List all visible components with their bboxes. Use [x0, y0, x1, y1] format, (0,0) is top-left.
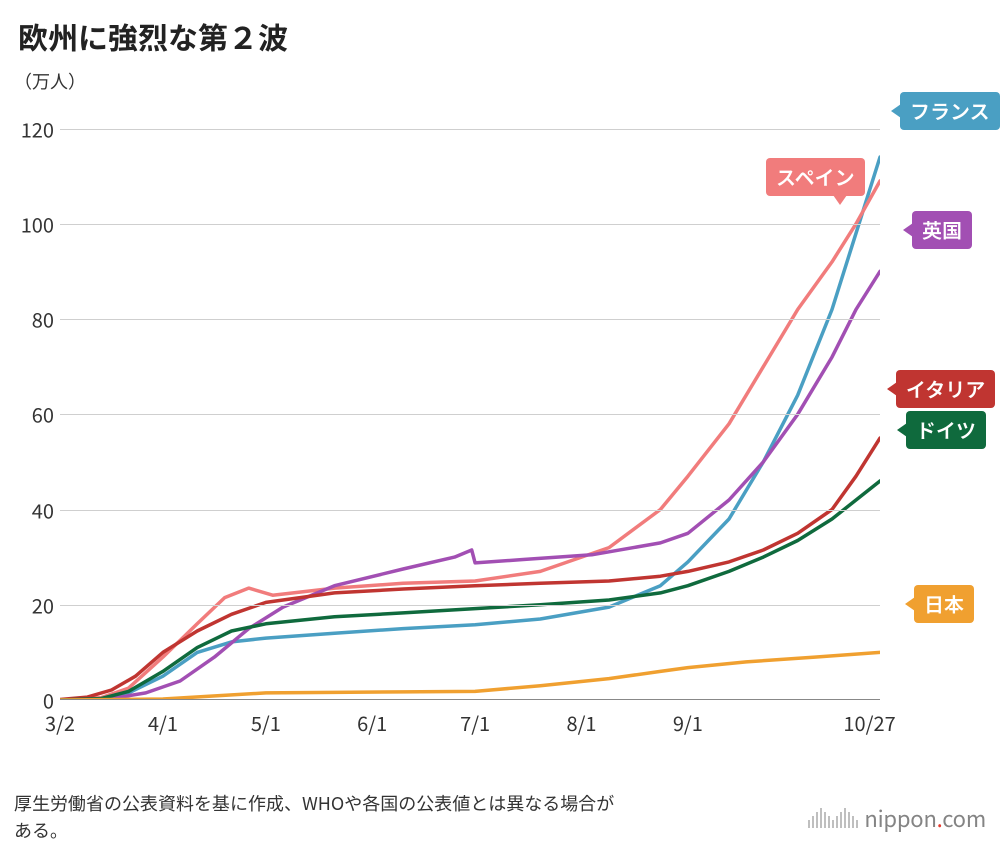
gridline	[60, 224, 880, 225]
series-label: イタリア	[896, 370, 995, 408]
y-tick-label: 80	[14, 305, 54, 334]
series-label: ドイツ	[906, 411, 986, 449]
logo-name: nippon	[864, 802, 936, 834]
plot-area	[60, 100, 880, 700]
x-tick-label: 10/27	[843, 708, 895, 737]
footnote: 厚生労働省の公表資料を基に作成、WHOや各国の公表値とは異なる場合がある。	[14, 790, 629, 844]
chart-svg	[60, 100, 880, 700]
x-tick-label: 8/1	[566, 708, 596, 737]
logo-text: nippon.com	[864, 802, 986, 834]
series-line	[60, 157, 880, 700]
site-logo: nippon.com	[808, 802, 986, 834]
logo-bars-icon	[808, 808, 858, 828]
x-tick-label: 3/2	[45, 708, 75, 737]
series-line	[60, 181, 880, 700]
series-label: 日本	[914, 585, 974, 623]
y-tick-label: 40	[14, 495, 54, 524]
logo-suffix: com	[942, 802, 986, 834]
x-tick-label: 4/1	[148, 708, 178, 737]
y-tick-label: 20	[14, 590, 54, 619]
series-line	[60, 481, 880, 700]
x-tick-label: 6/1	[357, 708, 387, 737]
x-tick-label: 5/1	[251, 708, 281, 737]
y-tick-label: 60	[14, 400, 54, 429]
series-label: フランス	[900, 92, 1000, 130]
x-axis-line	[60, 699, 880, 700]
x-tick-label: 7/1	[460, 708, 490, 737]
x-tick-label: 9/1	[673, 708, 703, 737]
gridline	[60, 510, 880, 511]
gridline	[60, 414, 880, 415]
chart-title: 欧州に強烈な第２波	[18, 14, 288, 58]
gridline	[60, 605, 880, 606]
gridline	[60, 319, 880, 320]
series-label: スペイン	[766, 158, 865, 196]
gridline	[60, 129, 880, 130]
series-label: 英国	[912, 211, 972, 249]
y-tick-label: 100	[14, 209, 54, 238]
y-tick-label: 120	[14, 114, 54, 143]
